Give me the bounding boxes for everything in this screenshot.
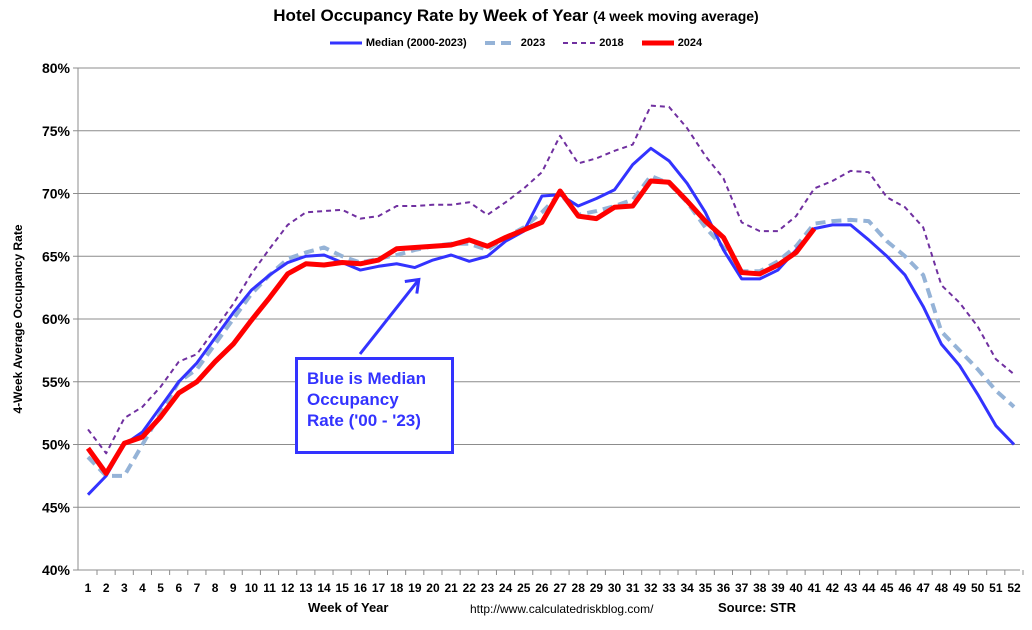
x-tick-label: 14 xyxy=(317,581,331,595)
x-tick-label: 43 xyxy=(844,581,858,595)
x-tick-label: 12 xyxy=(281,581,295,595)
legend-item: Median (2000-2023) xyxy=(329,37,467,49)
x-tick-label: 11 xyxy=(263,581,276,595)
x-tick-label: 45 xyxy=(880,581,894,595)
x-tick-label: 28 xyxy=(572,581,586,595)
x-tick-label: 39 xyxy=(771,581,785,595)
series-line-median-2000-2023- xyxy=(86,146,1016,496)
legend-label: 2024 xyxy=(677,37,703,49)
y-tick-label: 40% xyxy=(42,562,71,578)
x-tick-label: 46 xyxy=(898,581,912,595)
legend-item: 2018 xyxy=(563,37,624,49)
y-tick-label: 70% xyxy=(42,186,71,202)
x-tick-label: 6 xyxy=(175,581,182,595)
series-line-2024 xyxy=(85,178,817,476)
annotation-line: Blue is Median xyxy=(307,369,427,388)
y-tick-label: 55% xyxy=(42,374,71,390)
x-tick-label: 34 xyxy=(680,581,694,595)
source-label: Source: STR xyxy=(718,600,797,615)
annotation-box: Blue is Median Occupancy Rate ('00 - '23… xyxy=(295,357,454,454)
x-tick-label: 44 xyxy=(862,581,876,595)
legend-swatch xyxy=(641,40,674,46)
y-tick-label: 65% xyxy=(42,248,71,264)
source-url: http://www.calculatedriskblog.com/ xyxy=(470,602,654,616)
x-tick-label: 22 xyxy=(463,581,477,595)
x-axis-label: Week of Year xyxy=(308,600,389,615)
y-tick-label: 50% xyxy=(42,437,71,453)
legend-swatch xyxy=(484,41,517,45)
x-tick-label: 16 xyxy=(354,581,368,595)
x-tick-label: 15 xyxy=(336,581,350,595)
x-tick-label: 21 xyxy=(444,581,458,595)
y-tick-label: 45% xyxy=(42,499,71,515)
x-tick-label: 2 xyxy=(103,581,110,595)
legend-label: 2023 xyxy=(520,37,546,49)
x-tick-label: 48 xyxy=(935,581,949,595)
x-tick-label: 20 xyxy=(426,581,440,595)
legend-label: Median (2000-2023) xyxy=(365,37,467,49)
x-tick-label: 36 xyxy=(717,581,731,595)
x-tick-label: 51 xyxy=(989,581,1003,595)
arrow-head-icon xyxy=(404,277,421,294)
y-tick-label: 75% xyxy=(42,123,71,139)
legend: Median (2000-2023) 2023 2018 2024 xyxy=(0,37,1032,49)
annotation-line: Occupancy xyxy=(307,390,399,409)
chart-title: Hotel Occupancy Rate by Week of Year (4 … xyxy=(273,6,759,25)
legend-swatch xyxy=(329,41,362,45)
x-tick-label: 52 xyxy=(1007,581,1021,595)
x-tick-label: 47 xyxy=(917,581,931,595)
x-tick-label: 26 xyxy=(535,581,549,595)
x-tick-label: 29 xyxy=(590,581,604,595)
x-tick-label: 31 xyxy=(626,581,640,595)
x-tick-label: 18 xyxy=(390,581,404,595)
x-tick-label: 17 xyxy=(372,581,386,595)
x-tick-label: 19 xyxy=(408,581,422,595)
x-tick-label: 1 xyxy=(85,581,92,595)
series-line-2023 xyxy=(86,173,1016,478)
x-tick-label: 32 xyxy=(644,581,658,595)
x-tick-label: 50 xyxy=(971,581,985,595)
x-tick-label: 9 xyxy=(230,581,237,595)
annotation-arrow xyxy=(358,278,421,355)
series-line-2018 xyxy=(87,104,1015,455)
y-axis-label: 4-Week Average Occupancy Rate xyxy=(11,224,25,413)
legend-label: 2018 xyxy=(599,37,624,49)
x-tick-label: 27 xyxy=(553,581,567,595)
x-tick-label: 42 xyxy=(826,581,840,595)
x-tick-label: 8 xyxy=(212,581,219,595)
x-tick-label: 37 xyxy=(735,581,749,595)
x-tick-label: 38 xyxy=(753,581,767,595)
x-tick-label: 25 xyxy=(517,581,531,595)
x-tick-label: 5 xyxy=(157,581,164,595)
x-tick-label: 24 xyxy=(499,581,513,595)
x-tick-label: 33 xyxy=(662,581,676,595)
legend-item: 2024 xyxy=(641,37,703,49)
legend-item: 2023 xyxy=(484,37,546,49)
x-tick-label: 35 xyxy=(699,581,713,595)
x-tick-label: 40 xyxy=(789,581,803,595)
x-tick-label: 4 xyxy=(139,581,146,595)
y-tick-label: 80% xyxy=(42,60,71,76)
x-tick-label: 13 xyxy=(299,581,313,595)
x-tick-label: 41 xyxy=(808,581,822,595)
y-tick-label: 60% xyxy=(42,311,71,327)
annotation-line: Rate ('00 - '23) xyxy=(307,411,421,430)
x-tick-label: 10 xyxy=(245,581,259,595)
x-tick-label: 23 xyxy=(481,581,495,595)
x-tick-label: 7 xyxy=(194,581,201,595)
x-tick-label: 3 xyxy=(121,581,128,595)
x-tick-label: 49 xyxy=(953,581,967,595)
x-tick-label: 30 xyxy=(608,581,622,595)
